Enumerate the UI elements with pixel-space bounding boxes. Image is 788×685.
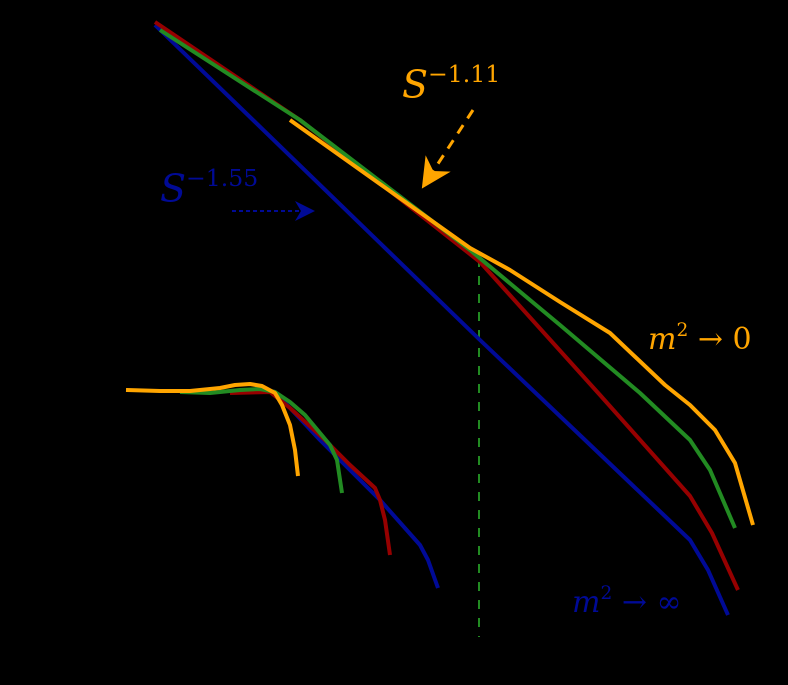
blue-slope-exponent: −1.55 (186, 164, 259, 192)
m-zero-label: m2 → 0 (648, 320, 752, 357)
m-inf-label: m2 → ∞ (572, 583, 682, 620)
m-inf-arrow: → (621, 585, 647, 620)
orange-slope-arrow (421, 109, 475, 189)
lower-red-curve (229, 390, 392, 556)
upper-orange-curve (288, 118, 755, 526)
lower-blue-curve (254, 386, 440, 589)
orange-slope-base: S (402, 62, 429, 107)
m-inf-exponent: 2 (600, 583, 613, 604)
upper-green-curve (158, 28, 737, 529)
upper-curves (153, 20, 755, 616)
blue-slope-label: S−1.55 (160, 164, 259, 211)
orange-slope-label: S−1.11 (402, 60, 501, 107)
lower-orange-curve (125, 382, 300, 477)
lower-green-curve (179, 387, 344, 494)
m-inf-target: ∞ (656, 585, 682, 620)
m-zero-exponent: 2 (676, 320, 689, 341)
lower-curves (125, 382, 440, 589)
m-zero-arrow: → (697, 322, 723, 357)
m-inf-base: m (572, 585, 601, 620)
m-zero-base: m (648, 322, 677, 357)
blue-slope-base: S (160, 166, 187, 211)
upper-blue-curve (153, 23, 730, 616)
orange-slope-exponent: −1.11 (428, 60, 501, 88)
m-zero-target: 0 (732, 322, 752, 357)
